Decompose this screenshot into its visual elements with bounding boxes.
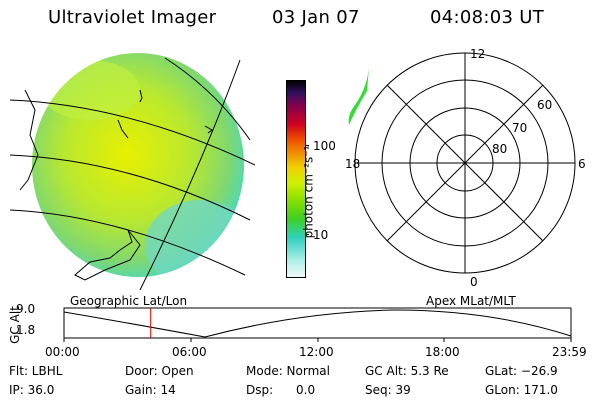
time-tick-1800: 18:00 (425, 345, 460, 359)
polar-lat-60: 60 (537, 98, 553, 112)
polar-label-6: 6 (578, 157, 586, 171)
polar-lat-70: 70 (512, 121, 528, 135)
time-tick-2359: 23:59 (552, 345, 587, 359)
ip-readout: IP: 36.0 (9, 383, 55, 397)
polar-lat-80: 80 (492, 142, 508, 156)
seq-readout: Seq: 39 (365, 383, 411, 397)
altitude-frame (63, 307, 572, 339)
geo-grid (9, 57, 256, 290)
polar-label-0: 0 (470, 275, 478, 289)
polar-label-18: 18 (345, 157, 361, 171)
door-readout: Door: Open (125, 364, 194, 378)
coastlines (19, 89, 213, 281)
mode-readout: Mode: Normal (246, 364, 330, 378)
altitude-ylabel-1-8: 1.8 (16, 323, 36, 337)
colorbar-tick-10 (305, 234, 309, 235)
polar-label-12: 12 (470, 47, 486, 61)
colorbar-tick-label-100: 100 (313, 139, 336, 153)
instrument-title: Ultraviolet Imager (48, 7, 217, 28)
aurora-oval (348, 67, 369, 125)
altitude-ylabel: GC Alt (7, 306, 22, 344)
time-tick-0000: 00:00 (45, 345, 80, 359)
date-label: 03 Jan 07 (272, 7, 360, 28)
glon-readout: GLon: 171.0 (485, 383, 558, 397)
glat-readout: GLat: −26.9 (485, 364, 558, 378)
dsp-readout: Dsp: 0.0 (246, 383, 316, 397)
geographic-label: Geographic Lat/Lon (70, 294, 188, 308)
colorbar-tick-label-10: 10 (313, 228, 329, 242)
gain-readout: Gain: 14 (125, 383, 176, 397)
altitude-ylabel-9: 9.0 (16, 302, 36, 316)
altitude-plot (63, 307, 572, 342)
time-label: 04:08:03 UT (430, 7, 545, 28)
gc-alt-readout: GC Alt: 5.3 Re (365, 364, 449, 378)
colorbar-tick-100 (305, 145, 309, 146)
time-tick-1200: 12:00 (299, 345, 334, 359)
polar-diag-2 (386, 84, 544, 242)
uv-image-globe (9, 53, 256, 290)
filter-readout: Flt: LBHL (9, 364, 63, 378)
colorbar (286, 80, 306, 278)
apex-label: Apex MLat/MLT (426, 294, 516, 308)
polar-plot (348, 52, 576, 274)
altitude-curve (63, 309, 572, 338)
colorbar-unit-label: photon cm⁻²s⁻¹ (301, 145, 316, 239)
time-tick-0600: 06:00 (172, 345, 207, 359)
